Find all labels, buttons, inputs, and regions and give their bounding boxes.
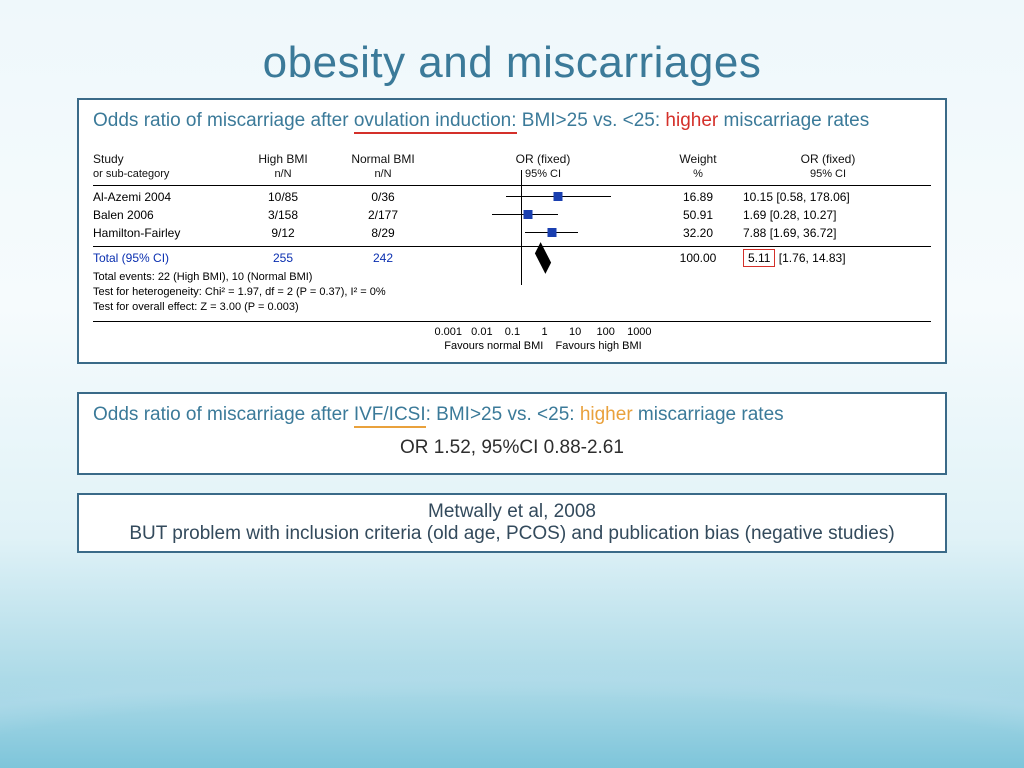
p2-uline: IVF/ICSI [354, 404, 426, 428]
citation-panel: Metwally et al, 2008 BUT problem with in… [77, 493, 947, 553]
panel1-caption: Odds ratio of miscarriage after ovulatio… [93, 108, 931, 134]
row-study: Balen 2006 [93, 208, 233, 222]
scale-nums: 0.001 0.01 0.1 1 10 100 1000 [433, 326, 653, 338]
row-weight: 50.91 [653, 208, 743, 222]
note3: Test for overall effect: Z = 3.00 (P = 0… [93, 300, 931, 315]
note2: Test for heterogeneity: Chi² = 1.97, df … [93, 285, 931, 300]
hdr-normal: Normal BMI [351, 152, 414, 166]
citation: Metwally et al, 2008 [93, 501, 931, 523]
total-or-rest: [1.76, 14.83] [775, 251, 845, 265]
forest-scale: 0.001 0.01 0.1 1 10 100 1000 Favours nor… [93, 326, 931, 352]
note1: Total events: 22 (High BMI), 10 (Normal … [93, 270, 931, 285]
forest-row: Balen 20063/1582/177 50.911.69 [0.28, 10.… [93, 206, 931, 224]
hdr-or2: OR (fixed) [801, 152, 856, 166]
row-normal: 2/177 [333, 208, 433, 222]
row-plot [433, 206, 653, 224]
total-normal: 242 [333, 251, 433, 265]
row-normal: 0/36 [333, 190, 433, 204]
hdr-high: High BMI [258, 152, 307, 166]
hdr-or-ci: 95% CI [525, 168, 561, 180]
row-study: Al-Azemi 2004 [93, 190, 233, 204]
row-study: Hamilton-Fairley [93, 226, 233, 240]
cap-uline: ovulation induction: [354, 110, 517, 134]
row-plot [433, 224, 653, 242]
row-weight: 32.20 [653, 226, 743, 240]
scale-left: Favours normal BMI [444, 340, 543, 352]
row-high: 3/158 [233, 208, 333, 222]
hdr-or2-ci: 95% CI [810, 168, 846, 180]
citation-note: BUT problem with inclusion criteria (old… [93, 523, 931, 545]
row-or: 1.69 [0.28, 10.27] [743, 208, 913, 222]
scale-right: Favours high BMI [556, 340, 642, 352]
total-plot [433, 249, 653, 267]
hdr-study-sub: or sub-category [93, 168, 169, 180]
cap-post: miscarriage rates [718, 110, 869, 131]
row-normal: 8/29 [333, 226, 433, 240]
hdr-high-nn: n/N [274, 168, 291, 180]
panel2-caption: Odds ratio of miscarriage after IVF/ICSI… [93, 402, 931, 428]
forest-plot-panel: Odds ratio of miscarriage after ovulatio… [77, 98, 947, 364]
row-high: 10/85 [233, 190, 333, 204]
p2-higher: higher [580, 404, 633, 425]
cap-higher: higher [665, 110, 718, 131]
hdr-weight: Weight [679, 152, 716, 166]
hdr-study: Study [93, 152, 124, 166]
row-high: 9/12 [233, 226, 333, 240]
hdr-normal-nn: n/N [374, 168, 391, 180]
total-weight: 100.00 [653, 251, 743, 265]
p2-post: miscarriage rates [633, 404, 784, 425]
page-title: obesity and miscarriages [0, 0, 1024, 98]
forest-plot: Study or sub-category High BMI n/N Normal … [93, 152, 931, 352]
total-label: Total (95% CI) [93, 251, 233, 265]
row-weight: 16.89 [653, 190, 743, 204]
forest-row: Al-Azemi 200410/850/36 16.8910.15 [0.58, … [93, 188, 931, 206]
panel2-or: OR 1.52, 95%CI 0.88-2.61 [93, 437, 931, 459]
ivf-panel: Odds ratio of miscarriage after IVF/ICSI… [77, 392, 947, 476]
row-or: 10.15 [0.58, 178.06] [743, 190, 913, 204]
row-or: 7.88 [1.69, 36.72] [743, 226, 913, 240]
cap-mid: BMI>25 vs. <25: [517, 110, 666, 131]
row-plot [433, 188, 653, 206]
total-or: 5.11 [1.76, 14.83] [743, 249, 913, 267]
cap-pre: Odds ratio of miscarriage after [93, 110, 354, 131]
total-high: 255 [233, 251, 333, 265]
p2-pre: Odds ratio of miscarriage after [93, 404, 354, 425]
forest-row: Hamilton-Fairley9/128/29 32.207.88 [1.69,… [93, 224, 931, 242]
forest-notes: Total events: 22 (High BMI), 10 (Normal … [93, 270, 931, 315]
hdr-or: OR (fixed) [516, 152, 571, 166]
total-or-box: 5.11 [743, 249, 775, 267]
hdr-weight-pct: % [693, 168, 703, 180]
p2-mid: : BMI>25 vs. <25: [426, 404, 580, 425]
